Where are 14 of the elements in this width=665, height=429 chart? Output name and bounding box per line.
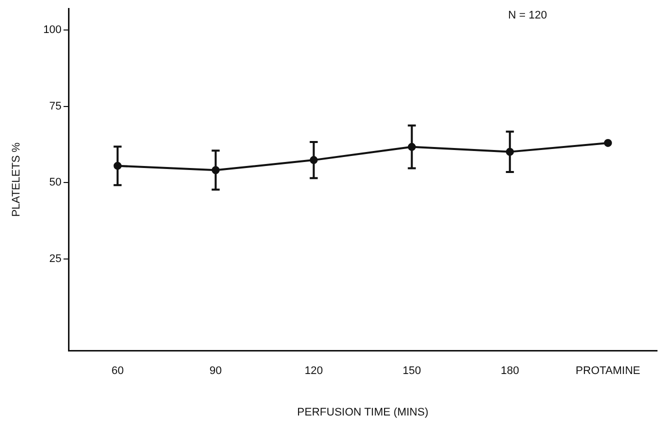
x-axis-title: PERFUSION TIME (MINS) xyxy=(297,406,428,418)
y-tick-label: 100 xyxy=(43,24,62,36)
x-tick-label: 180 xyxy=(500,365,520,378)
annotation: N = 120 xyxy=(508,10,547,22)
point xyxy=(604,138,612,147)
x-tick-label: 60 xyxy=(111,365,124,378)
x-tick-label: 150 xyxy=(402,365,421,378)
x-tick-label: 90 xyxy=(210,365,222,378)
x-tick-label: PROTAMINE xyxy=(576,365,640,378)
x-tick-label: 120 xyxy=(304,365,323,378)
y-tick-label: 75 xyxy=(49,100,62,112)
y-tick-label: 25 xyxy=(49,253,62,266)
y-tick-label: 50 xyxy=(49,176,62,189)
y-axis-title: PLATELETS % xyxy=(10,142,23,217)
